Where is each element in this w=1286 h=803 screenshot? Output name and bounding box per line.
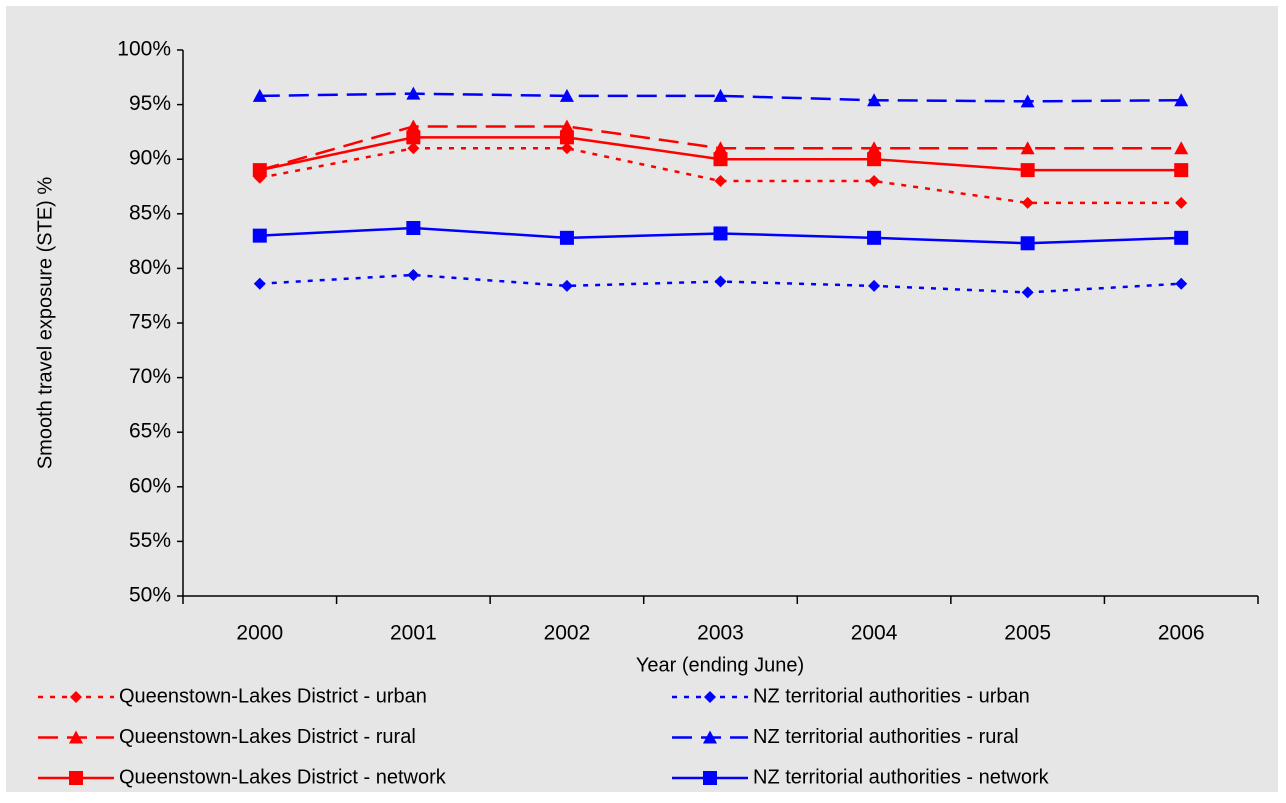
marker [713,226,728,241]
marker [867,141,882,155]
marker [1020,94,1035,108]
legend-marker [69,771,83,785]
y-axis-title: Smooth travel exposure (STE) % [34,177,56,470]
marker [1174,230,1189,245]
marker [560,279,573,292]
legend-label: Queenstown-Lakes District - network [119,766,447,788]
legend-marker [70,691,82,703]
marker [1175,196,1188,209]
x-tick-label: 2002 [544,622,591,645]
legend-marker [703,771,717,785]
legend-marker [703,730,717,744]
marker [559,230,574,245]
x-tick-label: 2000 [236,622,283,645]
marker [868,175,881,188]
y-tick-label: 80% [129,256,171,279]
marker [1020,236,1035,251]
marker [407,268,420,281]
legend-label: NZ territorial authorities - rural [753,726,1019,748]
marker [253,277,266,290]
marker [252,88,267,102]
y-tick-label: 70% [129,365,171,388]
marker [560,142,573,155]
marker [1020,141,1035,155]
marker [1174,141,1189,155]
x-tick-label: 2003 [697,622,744,645]
marker [1020,163,1035,178]
marker [1175,277,1188,290]
marker [1174,93,1189,107]
marker [559,130,574,145]
marker [1174,163,1189,178]
marker [407,142,420,155]
marker [867,230,882,245]
marker [867,152,882,167]
marker [406,86,421,100]
marker [867,93,882,107]
marker [868,279,881,292]
marker [252,163,267,178]
y-tick-label: 100% [117,38,171,61]
marker [713,152,728,167]
marker [713,141,728,155]
y-tick-label: 75% [129,311,171,334]
marker [406,119,421,133]
x-tick-label: 2004 [851,622,898,645]
marker [713,88,728,102]
x-tick-label: 2005 [1004,622,1051,645]
y-tick-label: 85% [129,201,171,224]
marker [1021,196,1034,209]
legend-label: NZ territorial authorities - network [753,766,1050,788]
legend-marker [69,730,83,744]
y-tick-label: 60% [129,474,171,497]
marker [559,88,574,102]
legend-label: NZ territorial authorities - urban [753,685,1030,707]
marker [714,275,727,288]
legend-marker [704,691,716,703]
marker [1021,286,1034,299]
marker [559,119,574,133]
x-axis-title: Year (ending June) [636,654,804,676]
y-tick-label: 95% [129,92,171,115]
legend-label: Queenstown-Lakes District - urban [119,685,427,707]
y-tick-label: 90% [129,147,171,170]
legend-label: Queenstown-Lakes District - rural [119,726,416,748]
y-tick-label: 55% [129,529,171,552]
marker [714,175,727,188]
y-tick-label: 65% [129,420,171,443]
x-tick-label: 2006 [1158,622,1205,645]
marker [406,220,421,235]
marker [252,228,267,243]
x-tick-label: 2001 [390,622,437,645]
y-tick-label: 50% [129,584,171,607]
marker [406,130,421,145]
